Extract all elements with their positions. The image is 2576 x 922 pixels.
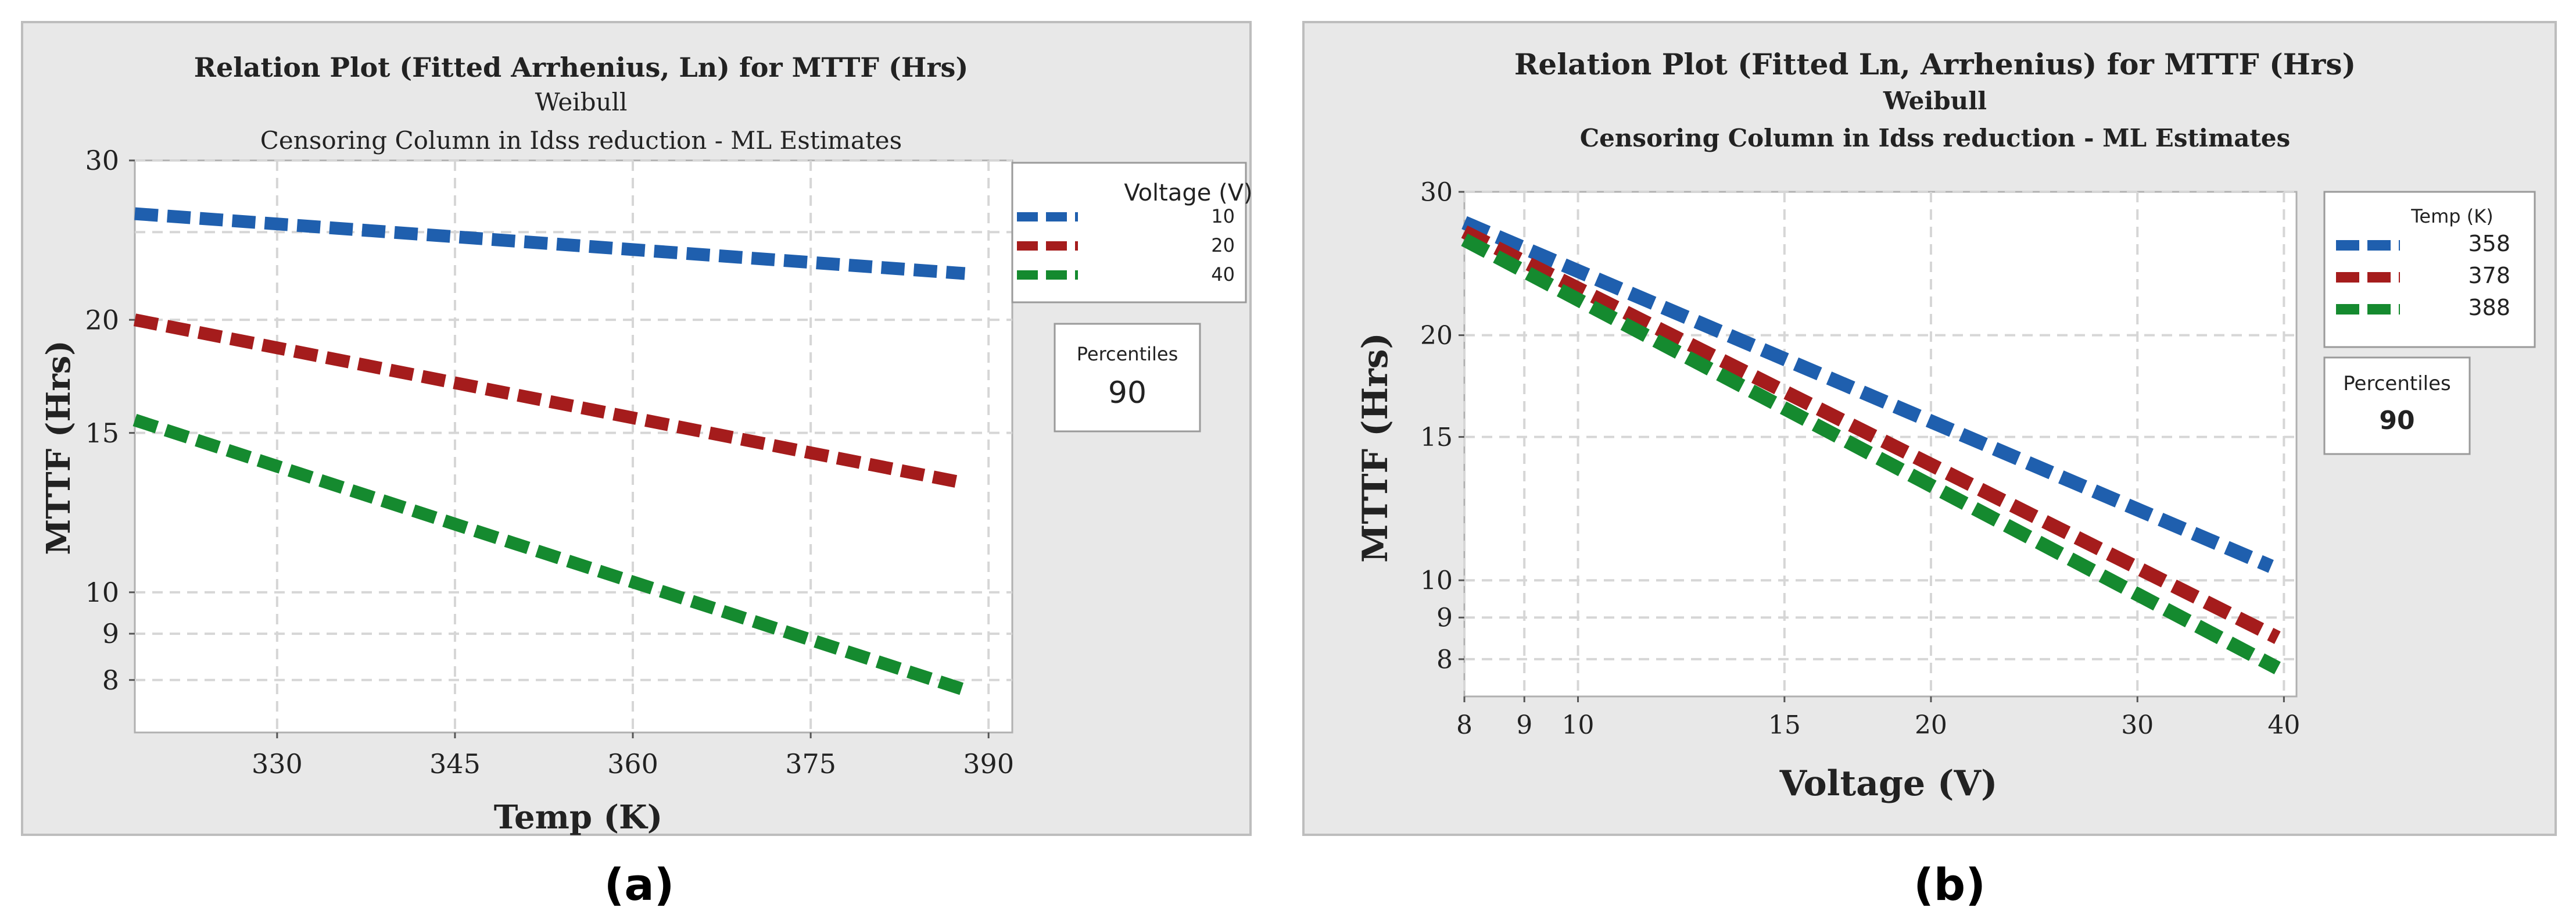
panel-b-y-tick-label: 9 <box>1436 603 1453 633</box>
panel-b-y-axis-label: MTTF (Hrs) <box>1355 333 1396 563</box>
panel-b-y-tick-label: 8 <box>1436 645 1453 674</box>
panel-a-grid <box>135 159 1012 732</box>
panel-a-y-tick-label: 8 <box>102 664 119 696</box>
panel-a-y-tick-label: 20 <box>85 304 119 335</box>
panel-b-series-line-378 <box>1461 225 2281 644</box>
panel-b-x-tick-label: 9 <box>1516 710 1532 740</box>
panel-b-series-line-358 <box>1461 216 2274 573</box>
panel-b-x-tick-label: 15 <box>1768 710 1801 740</box>
panel-b-legend-box <box>2323 191 2536 348</box>
panel-a-x-tick-label: 345 <box>429 748 481 780</box>
panel-a-ticks: 8 9 10 15 20 30 330 345 360 375 390 <box>85 145 1014 780</box>
panel-a-y-tick-label: 15 <box>85 417 119 449</box>
panel-b-y-tick-label: 15 <box>1420 423 1453 452</box>
panel-a-series-line-20 <box>133 313 966 489</box>
panel-a-legend-label-40: 40 <box>1211 263 1235 285</box>
panel-b-percentiles-box <box>2323 356 2471 455</box>
panel-b-percentiles-value: 90 <box>2379 406 2414 435</box>
panel-b-percentiles-label: Percentiles <box>2343 372 2450 395</box>
panel-a-x-tick-label: 330 <box>252 748 303 780</box>
panel-a-legend-label-10: 10 <box>1211 205 1235 227</box>
panel-a-percentiles-value: 90 <box>1108 376 1147 410</box>
panel-b-grid <box>1463 191 2296 696</box>
panel-b-legend-label-378: 378 <box>2468 263 2510 288</box>
panel-b-x-tick-label: 10 <box>1562 710 1595 740</box>
panel-a-series-line-40 <box>132 414 967 696</box>
panel-a-subtitle-2: Censoring Column in Idss reduction - ML … <box>260 126 902 155</box>
panel-a-x-axis-label: Temp (K) <box>494 798 662 837</box>
panel-b-caption: (b) <box>1914 859 1986 910</box>
panel-a-x-tick-label: 375 <box>785 748 836 780</box>
panel-b-legend-label-358: 358 <box>2468 231 2510 256</box>
panel-a-x-tick-label: 360 <box>607 748 658 780</box>
panel-a-caption: (a) <box>604 859 675 910</box>
panel-b-y-tick-label: 20 <box>1420 321 1453 351</box>
panel-b-y-tick-label: 10 <box>1420 566 1453 596</box>
panel-a-series-line-10 <box>134 207 966 280</box>
panel-b-legend-items: 358 378 388 <box>2336 231 2510 320</box>
panel-b-x-tick-label: 8 <box>1456 710 1472 740</box>
panel-b-x-axis-label: Voltage (V) <box>1779 763 1998 804</box>
panel-b-series-line-388 <box>1461 233 2281 674</box>
panel-a-y-axis-label: MTTF (Hrs) <box>40 340 78 555</box>
panel-a: Relation Plot (Fitted Arrhenius, Ln) for… <box>21 21 1253 837</box>
panel-a-legend-title: Voltage (V) <box>1124 180 1252 206</box>
panel-a-y-tick-label: 10 <box>85 577 119 608</box>
panel-a-series <box>132 207 967 696</box>
panel-b-title: Relation Plot (Fitted Ln, Arrhenius) for… <box>1514 47 2356 81</box>
panel-a-legend-items: 10 20 40 <box>1017 205 1235 285</box>
panel-a-x-tick-label: 390 <box>963 748 1014 780</box>
panel-b-y-tick-label: 30 <box>1420 177 1453 207</box>
panel-b-subtitle-2: Censoring Column in Idss reduction - ML … <box>1580 124 2291 152</box>
panel-b-x-tick-label: 20 <box>1915 710 1947 740</box>
panel-b-subtitle-1: Weibull <box>1883 87 1987 115</box>
panel-b-legend-title: Temp (K) <box>2410 205 2493 227</box>
panel-a-subtitle-1: Weibull <box>535 88 628 116</box>
panel-a-percentiles-label: Percentiles <box>1077 343 1178 365</box>
panel-b: Relation Plot (Fitted Ln, Arrhenius) for… <box>1302 21 2557 836</box>
panel-a-y-tick-label: 9 <box>102 618 119 649</box>
panel-b-series <box>1461 216 2281 674</box>
panel-b-x-tick-label: 40 <box>2267 710 2300 740</box>
panel-a-percentiles-box <box>1054 323 1201 433</box>
panel-b-plot-area <box>1463 191 2298 698</box>
panel-a-title: Relation Plot (Fitted Arrhenius, Ln) for… <box>194 52 968 83</box>
panel-a-plot-area <box>134 159 1013 734</box>
panel-a-legend-label-20: 20 <box>1211 234 1235 256</box>
panel-b-legend-label-388: 388 <box>2468 295 2510 320</box>
panel-a-y-tick-label: 30 <box>85 145 119 176</box>
panel-b-ticks: 8 9 10 15 20 30 8 9 10 15 20 30 40 <box>1420 177 2300 740</box>
panel-b-x-tick-label: 30 <box>2121 710 2154 740</box>
